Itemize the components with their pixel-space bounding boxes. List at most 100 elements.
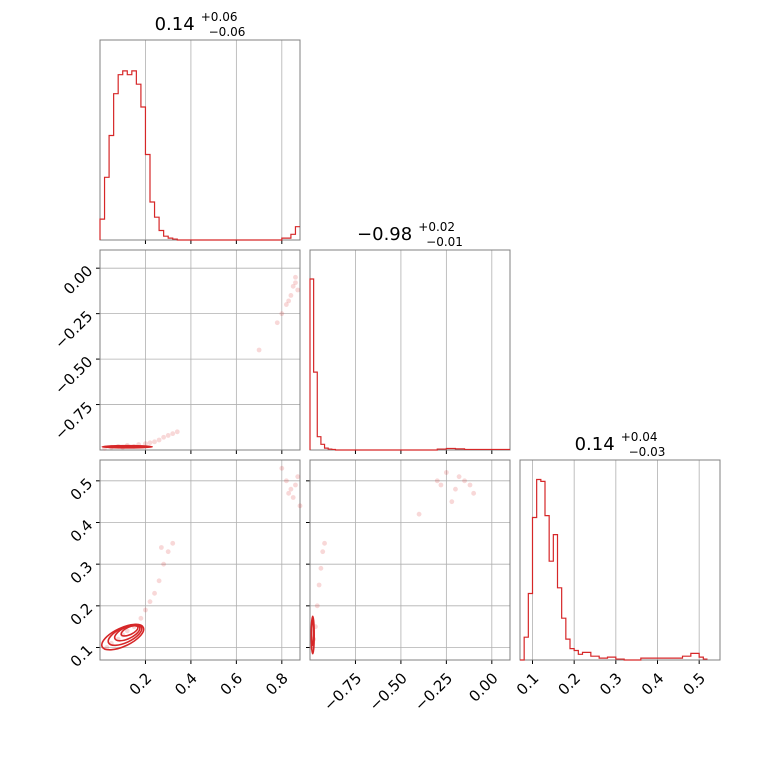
contour-level-2 <box>107 623 143 647</box>
y-tick-label-3: 0.3 <box>67 558 97 588</box>
scatter-point <box>297 503 303 509</box>
scatter-point <box>290 495 296 500</box>
x-tick-label-5: 0.5 <box>679 669 709 699</box>
x-tick-label-4: 0.4 <box>638 669 668 699</box>
scatter-point <box>456 474 462 480</box>
param-1-title-lower: −0.06 <box>209 25 246 39</box>
scatter-point <box>152 439 157 445</box>
x-tick-label-2: 0.4 <box>171 669 201 699</box>
scatter-point <box>438 482 444 488</box>
scatter-point <box>293 274 298 280</box>
panel-frame <box>99 39 301 241</box>
panel-frame <box>309 249 511 451</box>
scatter-point <box>165 549 171 555</box>
param-2-title: −0.98 +0.02 −0.01 <box>357 216 463 249</box>
param-3-title: 0.14 +0.04 −0.03 <box>575 426 666 459</box>
scatter-point <box>143 441 148 447</box>
param-3-title-value: 0.14 <box>575 434 615 455</box>
scatter-point <box>161 561 167 567</box>
histogram-step <box>99 70 300 241</box>
scatter-point <box>143 607 148 613</box>
histogram-step <box>520 478 708 661</box>
x-tick-label-3: 0.6 <box>217 669 247 699</box>
scatter-point <box>322 540 327 546</box>
scatter-point <box>170 431 176 437</box>
scatter-point <box>147 599 153 605</box>
scatter-point <box>318 565 324 571</box>
x-tick-label-3: −0.25 <box>411 669 456 714</box>
x-tick-label-4: 0.8 <box>262 669 292 699</box>
parameter-titles: 0.14 +0.06 −0.06 −0.98 +0.02 −0.01 0.14 … <box>155 6 666 459</box>
scatter-point <box>295 474 301 480</box>
panel-1-1 <box>99 39 301 244</box>
param-2-title-upper: +0.02 <box>418 220 455 234</box>
x-tick-label-2: −0.50 <box>366 669 411 714</box>
x-tick-label-1: 0.1 <box>513 669 543 699</box>
scatter-point <box>416 511 422 517</box>
scatter-point <box>286 490 292 496</box>
scatter-point <box>295 287 301 293</box>
y-tick-label-1: 0.1 <box>67 641 97 671</box>
scatter-point <box>288 293 294 298</box>
param-2-title-lower: −0.01 <box>426 235 463 249</box>
scatter-point <box>320 549 326 555</box>
contour-level-2 <box>108 445 147 449</box>
param-1-title-value: 0.14 <box>155 14 195 35</box>
panel-frame <box>519 459 721 661</box>
y-tick-label-2: −0.50 <box>51 353 96 398</box>
panel-frame <box>99 459 301 661</box>
scatter-point <box>288 486 294 492</box>
scatter-point <box>274 320 280 326</box>
y-tick-label-2: 0.2 <box>67 599 97 629</box>
scatter-point <box>256 347 262 353</box>
scatter-point <box>316 582 322 588</box>
scatter-point <box>290 283 296 289</box>
scatter-point <box>314 603 320 609</box>
x-tick-label-1: 0.2 <box>126 669 156 699</box>
param-3-title-upper: +0.04 <box>621 430 658 444</box>
scatter-point <box>286 298 292 304</box>
scatter-point <box>279 311 285 317</box>
scatter-point <box>138 615 144 621</box>
param-2-title-value: −0.98 <box>357 224 412 245</box>
scatter-point <box>293 280 298 286</box>
corner-panels: −0.75−0.50−0.250.000.2 0.4 0.6 0.80.10.20.3… <box>51 39 721 714</box>
scatter-point <box>462 478 467 484</box>
x-tick-label-3: 0.3 <box>596 669 626 699</box>
y-tick-label-3: −0.25 <box>51 307 96 352</box>
scatter-point <box>283 302 289 307</box>
panel-2-2 <box>309 249 511 454</box>
scatter-point <box>293 482 298 488</box>
scatter-point <box>161 434 167 440</box>
scatter-point <box>147 440 153 446</box>
panel-frame <box>99 249 301 451</box>
panel-frame <box>309 459 511 661</box>
param-3-title-lower: −0.03 <box>629 445 666 459</box>
contour-level-1 <box>100 623 145 651</box>
scatter-point <box>170 540 176 546</box>
param-1-title-upper: +0.06 <box>201 10 238 24</box>
y-tick-label-1: −0.75 <box>51 398 96 443</box>
panel-3-1: 0.2 0.4 0.6 0.8 0.1 0.2 0.3 0.4 0.5 <box>67 459 303 699</box>
x-tick-label-1: −0.75 <box>320 669 365 714</box>
scatter-point <box>158 545 164 550</box>
panel-3-2: −0.75 −0.50 −0.25 0.00 <box>306 459 511 714</box>
scatter-point <box>453 486 458 492</box>
x-tick-label-2: 0.2 <box>554 669 584 699</box>
scatter-point <box>165 433 171 438</box>
y-tick-label-4: 0.4 <box>67 516 97 546</box>
scatter-point <box>443 470 449 475</box>
scatter-point <box>156 578 162 584</box>
contour-level-3 <box>113 624 141 642</box>
panel-3-3: 0.1 0.2 0.3 0.4 0.5 <box>513 459 721 699</box>
contour-level-4 <box>120 624 139 637</box>
contour-level-2 <box>310 619 315 647</box>
scatter-point <box>152 590 157 596</box>
scatter-point <box>174 429 180 435</box>
scatter-point <box>283 478 289 484</box>
scatter-point <box>124 628 130 634</box>
scatter-point <box>279 465 285 471</box>
param-1-title: 0.14 +0.06 −0.06 <box>155 6 246 39</box>
y-tick-label-4: 0.00 <box>60 262 96 298</box>
